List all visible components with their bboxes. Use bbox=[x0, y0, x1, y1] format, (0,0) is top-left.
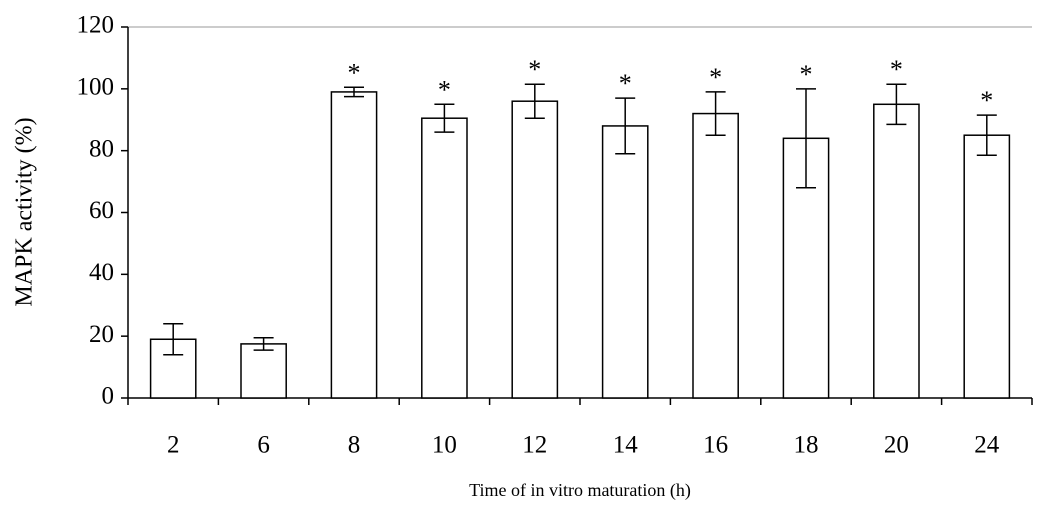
x-tick-label: 12 bbox=[522, 432, 547, 459]
x-tick-label: 16 bbox=[703, 432, 728, 459]
error-bar bbox=[615, 97, 636, 155]
error-bar bbox=[796, 88, 816, 189]
error-bar bbox=[434, 103, 455, 133]
y-tick-label: 40 bbox=[89, 259, 114, 286]
y-tick-label: 80 bbox=[89, 135, 114, 162]
y-tick-label: 20 bbox=[89, 321, 114, 348]
significance-mark: * bbox=[438, 75, 451, 104]
x-tick-label: 2 bbox=[167, 432, 180, 459]
bar bbox=[963, 134, 1011, 399]
error-bar bbox=[524, 83, 545, 119]
error-bar bbox=[344, 86, 364, 98]
error-bar bbox=[163, 323, 184, 356]
bar bbox=[692, 112, 739, 399]
significance-mark: * bbox=[980, 86, 993, 115]
x-tick-label: 20 bbox=[884, 432, 909, 459]
y-tick-label: 0 bbox=[102, 383, 115, 410]
x-tick-label: 18 bbox=[794, 432, 819, 459]
y-axis-title: MAPK activity (%) bbox=[12, 117, 38, 306]
significance-mark: * bbox=[800, 60, 813, 89]
y-tick-label: 100 bbox=[77, 74, 115, 101]
bar bbox=[511, 100, 559, 399]
bar bbox=[601, 125, 649, 399]
error-bar bbox=[886, 83, 907, 126]
bar bbox=[873, 103, 920, 399]
bar bbox=[421, 117, 468, 399]
x-tick-label: 14 bbox=[613, 432, 639, 459]
x-tick-label: 8 bbox=[348, 432, 361, 459]
significance-mark: * bbox=[890, 55, 903, 84]
significance-mark: * bbox=[528, 55, 541, 84]
error-bar bbox=[253, 336, 274, 351]
x-tick-label: 6 bbox=[257, 432, 270, 459]
significance-mark: * bbox=[619, 69, 632, 98]
x-tick-label: 24 bbox=[974, 432, 1000, 459]
significance-mark: * bbox=[348, 58, 361, 87]
x-tick-label: 10 bbox=[432, 432, 457, 459]
y-tick-label: 60 bbox=[89, 197, 114, 224]
bar bbox=[240, 343, 287, 399]
x-axis-title: Time of in vitro maturation (h) bbox=[469, 480, 691, 501]
error-bar bbox=[976, 114, 997, 157]
error-bar bbox=[705, 91, 726, 136]
bar bbox=[330, 91, 378, 399]
y-tick-label: 120 bbox=[77, 12, 115, 39]
significance-mark: * bbox=[709, 63, 722, 92]
